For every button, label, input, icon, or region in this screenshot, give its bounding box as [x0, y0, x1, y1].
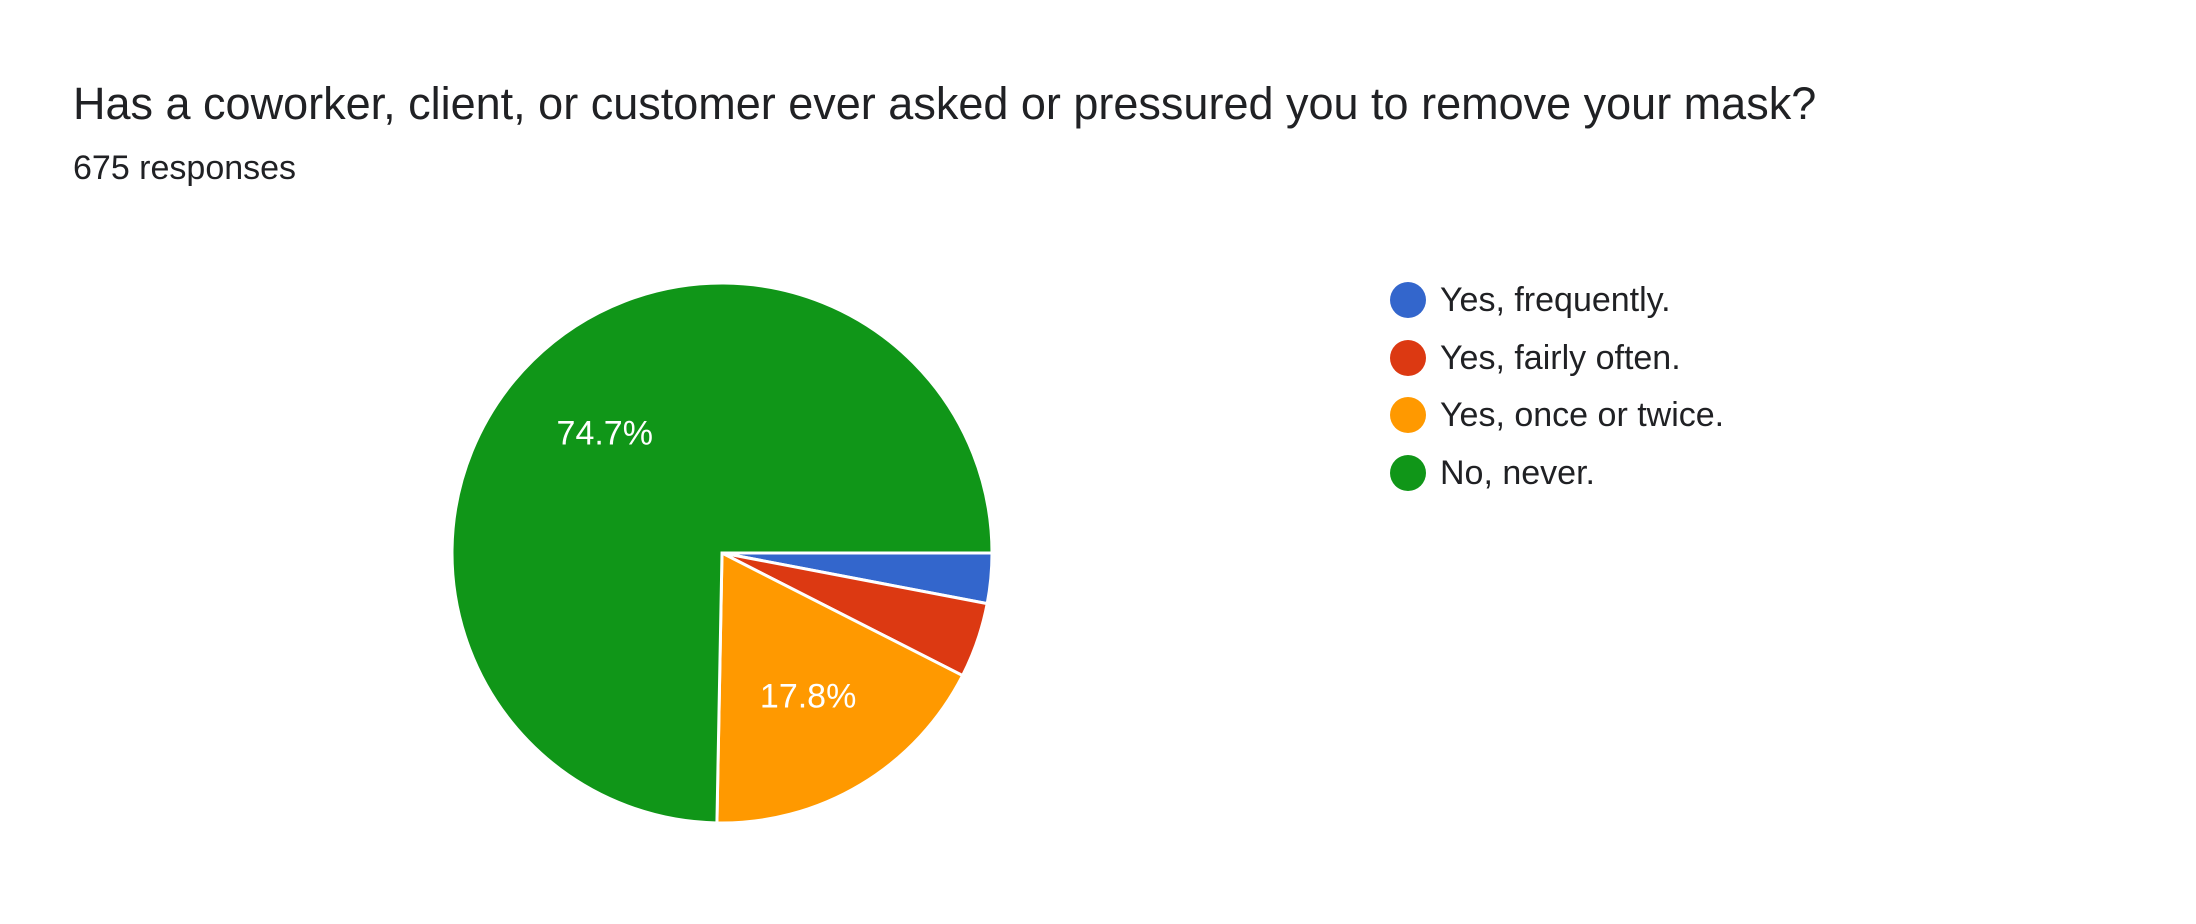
- chart-title: Has a coworker, client, or customer ever…: [73, 78, 1817, 129]
- legend-label-no-never: No, never.: [1440, 453, 1595, 492]
- pie-slice-yes-once-or-twice[interactable]: [715, 550, 965, 825]
- response-count: 675 responses: [73, 149, 297, 187]
- data-label-yes-once-or-twice: 17.8%: [760, 678, 856, 716]
- legend-label-yes-frequently: Yes, frequently.: [1440, 281, 1671, 319]
- legend-label-yes-fairly-often: Yes, fairly often.: [1440, 338, 1681, 377]
- legend-swatch-yes-once-or-twice: [1390, 397, 1426, 433]
- legend-swatch-no-never: [1390, 454, 1426, 491]
- legend-swatch-yes-frequently: [1390, 282, 1426, 318]
- legend-swatch-yes-fairly-often: [1390, 339, 1426, 376]
- pie-slice-no-never[interactable]: [450, 281, 994, 825]
- legend-label-yes-once-or-twice: Yes, once or twice.: [1440, 396, 1725, 434]
- data-label-no-never: 74.7%: [557, 415, 653, 453]
